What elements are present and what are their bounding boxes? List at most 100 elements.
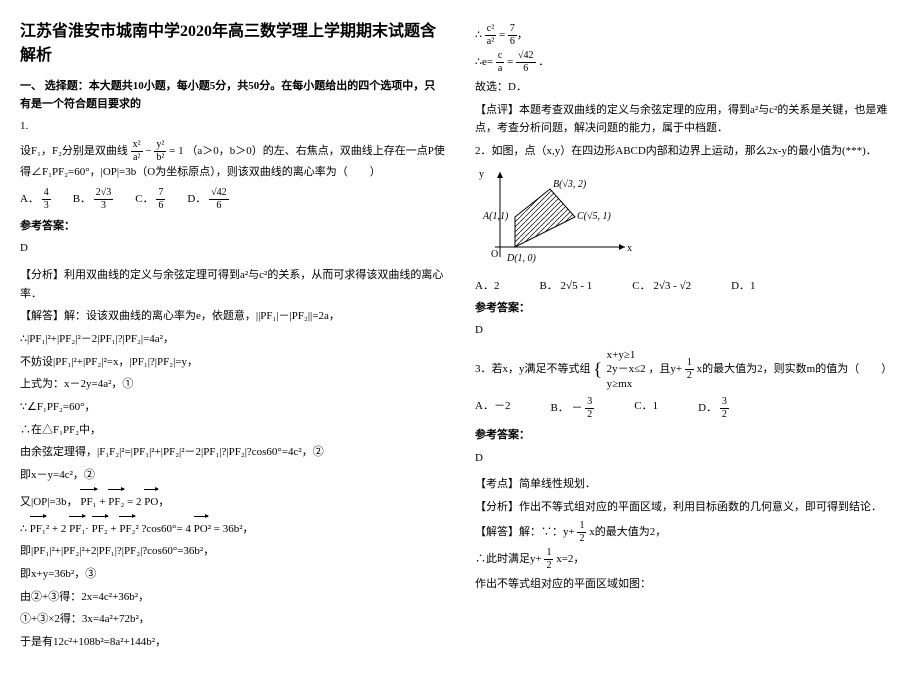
opt-label: B． <box>550 402 568 414</box>
frac-num: y² <box>154 140 166 152</box>
q1-stem-prefix: 设F₁，F₂分别是双曲线 <box>20 145 128 157</box>
q1-solve: 【解答】解：设该双曲线的离心率为e，依题意，||PF₁|－|PF₂||=2a， <box>20 307 445 326</box>
frac-num: x² <box>131 140 143 152</box>
q1-line: 由余弦定理得，|F₁F₂|²=|PF₁|²+|PF₂|²－2|PF₁|?|PF₂… <box>20 443 445 462</box>
frac-num: c² <box>485 24 496 36</box>
q1-number: 1. <box>20 117 445 136</box>
sys-row: y≥mx <box>607 377 646 391</box>
q1-line: ①+③×2得：3x=4a²+72b²， <box>20 610 445 629</box>
opt-frac: 3 2 <box>585 397 594 420</box>
q1-line: ∴在△F₁PF₂中， <box>20 421 445 440</box>
frac-den: b² <box>154 152 166 163</box>
opt-frac: 7 6 <box>156 188 165 211</box>
frac-den: 6 <box>516 63 536 74</box>
q1-eq-frac-l: x² a² <box>131 140 143 163</box>
opt-frac: √42 6 <box>209 188 229 211</box>
q1-line: 上式为：x－2y=4a²，① <box>20 375 445 394</box>
opt-d: D．1 <box>731 277 755 293</box>
q2-diagram: y x O A(1,1) B(√3, 2) C(√5, 1) D(1, 0) <box>475 167 900 267</box>
frac-half: 1 2 <box>685 358 694 381</box>
opt-label: D． <box>698 402 717 414</box>
opt-frac: 3 2 <box>720 397 729 420</box>
txt: x=2， <box>556 553 584 565</box>
pt-a: A(1,1) <box>482 211 509 222</box>
frac-num: 1 <box>577 521 586 533</box>
sys-row: 2y－x≤2 <box>607 362 646 376</box>
frac-den: 2 <box>577 533 586 544</box>
frac-num: 7 <box>508 24 517 36</box>
q1-line-vec: 又|OP|=3b， PF₁ + PF₂ = 2 PO， <box>20 489 445 512</box>
frac: 7 6 <box>508 24 517 47</box>
txt: ∴ <box>20 523 27 535</box>
txt: 3．若x，y满足不等式组 <box>475 363 591 375</box>
ref-answer-label: 参考答案： <box>20 217 445 236</box>
axis-y-label: y <box>479 169 484 180</box>
txt: x的最大值为2，则实数m的值为（ ） <box>697 363 893 375</box>
frac-den: a² <box>131 152 143 163</box>
pt-d: D(1, 0) <box>506 253 537 264</box>
frac-num: 3 <box>720 397 729 409</box>
opt-val: 2√3 - √2 <box>653 280 691 292</box>
opt-c: C．1 <box>634 397 658 420</box>
brace-icon: { <box>593 354 602 385</box>
vec: PF₂ <box>108 489 124 512</box>
opt-val: 2√5 - 1 <box>561 280 593 292</box>
q1-line: 即x+y=36b²，③ <box>20 565 445 584</box>
q1-line: 不妨设|PF₁|²+|PF₂|²=x，|PF₁|?|PF₂|=y， <box>20 353 445 372</box>
q2-options: A．2 B． 2√5 - 1 C． 2√3 - √2 D．1 <box>475 277 900 293</box>
opt-label: D． <box>187 193 206 205</box>
txt: ∴此时满足y+ <box>475 553 542 565</box>
section-one: 一、 选择题：本大题共10小题，每小题5分，共50分。在每小题给出的四个选项中，… <box>20 78 445 113</box>
opt-a: A．－2 <box>475 397 510 420</box>
frac-half: 1 2 <box>577 521 586 544</box>
frac-den: a <box>496 63 504 74</box>
frac-num: 1 <box>685 358 694 370</box>
q3-p3: 【解答】解：∵：y+ 1 2 x的最大值为2， <box>475 521 900 544</box>
col2-l3: 故选：D． <box>475 78 900 97</box>
txt: ∴e= <box>475 56 493 68</box>
q3-p2: 【分析】作出不等式组对应的平面区域，利用目标函数的几何意义，即可得到结论． <box>475 498 900 517</box>
q1-eq-frac-r: y² b² <box>154 140 166 163</box>
sign: － <box>572 402 583 414</box>
ref-answer-label: 参考答案： <box>475 426 900 445</box>
q3-p4: ∴此时满足y+ 1 2 x=2， <box>475 548 900 571</box>
frac: c² a² <box>485 24 496 47</box>
frac-den: 2 <box>544 560 553 571</box>
vec: PO <box>144 489 158 512</box>
opt-c: C． 7 6 <box>135 188 165 211</box>
txt: ，且y+ <box>648 363 682 375</box>
frac-num: √42 <box>209 188 229 200</box>
pt-c: C(√5, 1) <box>577 211 611 222</box>
q3-stem: 3．若x，y满足不等式组 { x+y≥1 2y－x≤2 y≥mx ，且y+ 1 … <box>475 348 900 391</box>
vec: PF₂ <box>119 516 135 539</box>
q1-line: 即|PF₁|²+|PF₂|²+2|PF₁|?|PF₂|?cos60°=36b²， <box>20 542 445 561</box>
frac-den: 2 <box>720 409 729 420</box>
frac: c a <box>496 51 504 74</box>
q1-stem: 设F₁，F₂分别是双曲线 x² a² − y² b² = 1 （a＞0，b＞0）… <box>20 140 445 182</box>
opt-a: A． 4 3 <box>20 188 51 211</box>
txt: 又|OP|=3b， <box>20 496 78 508</box>
opt-b: B． 2√3 3 <box>73 188 114 211</box>
opt-label: B． <box>539 280 557 292</box>
q1-line-vec2: ∴ PF₁² + 2 PF₁· PF₂ + PF₂² ?cos60°= 4 PO… <box>20 516 445 539</box>
frac: √42 6 <box>516 51 536 74</box>
q1-line: 由②+③得：2x=4c²+36b²， <box>20 588 445 607</box>
q1-options: A． 4 3 B． 2√3 3 C． 7 6 <box>20 188 445 211</box>
frac-den: 2 <box>685 370 694 381</box>
frac-num: 3 <box>585 397 594 409</box>
q1-line: ∴|PF₁|²+|PF₂|²－2|PF₁|?|PF₂|=4a²， <box>20 330 445 349</box>
col2-l2: ∴e= c a = √42 6 ． <box>475 51 900 74</box>
eq-rhs: = 1 <box>169 145 183 157</box>
section-text: 选择题：本大题共10小题，每小题5分，共50分。在每小题给出的四个选项中，只有是… <box>20 80 435 110</box>
frac-num: 2√3 <box>94 188 114 200</box>
opt-b: B． 2√5 - 1 <box>539 277 592 293</box>
opt-a: A．2 <box>475 277 499 293</box>
q3-answer: D <box>475 449 900 468</box>
opt-d: D． √42 6 <box>187 188 228 211</box>
origin-label: O <box>491 249 498 260</box>
frac-num: c <box>496 51 504 63</box>
q3-p1: 【考点】简单线性规划． <box>475 475 900 494</box>
txt: 【解答】解：∵：y+ <box>475 526 575 538</box>
col2-review: 【点评】本题考查双曲线的定义与余弦定理的应用，得到a²与c²的关系是关键，也是难… <box>475 101 900 138</box>
frac-den: 3 <box>94 200 114 211</box>
